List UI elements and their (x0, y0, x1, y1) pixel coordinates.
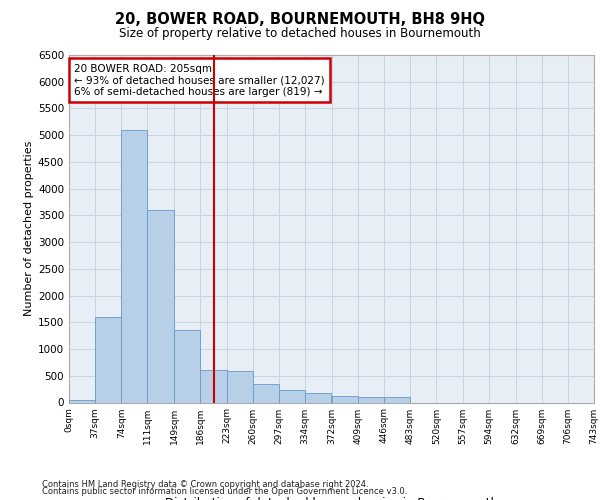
Bar (148, 210, 173, 402)
Bar (227, 372, 253, 402)
Bar (174, 330, 200, 402)
Bar (279, 390, 305, 402)
Bar (253, 384, 279, 402)
Bar (305, 394, 331, 402)
Bar (95, 317, 121, 402)
Text: 20 BOWER ROAD: 205sqm
← 93% of detached houses are smaller (12,027)
6% of semi-d: 20 BOWER ROAD: 205sqm ← 93% of detached … (74, 64, 325, 97)
Bar (200, 370, 227, 402)
Bar (121, 130, 148, 402)
X-axis label: Distribution of detached houses by size in Bournemouth: Distribution of detached houses by size … (165, 496, 498, 500)
Bar (384, 397, 410, 402)
Text: 20, BOWER ROAD, BOURNEMOUTH, BH8 9HQ: 20, BOWER ROAD, BOURNEMOUTH, BH8 9HQ (115, 12, 485, 28)
Y-axis label: Number of detached properties: Number of detached properties (24, 141, 34, 316)
Bar (69, 400, 95, 402)
Text: Contains public sector information licensed under the Open Government Licence v3: Contains public sector information licen… (42, 488, 407, 496)
Bar (332, 396, 358, 402)
Bar (358, 397, 384, 402)
Text: Contains HM Land Registry data © Crown copyright and database right 2024.: Contains HM Land Registry data © Crown c… (42, 480, 368, 489)
Text: Size of property relative to detached houses in Bournemouth: Size of property relative to detached ho… (119, 28, 481, 40)
